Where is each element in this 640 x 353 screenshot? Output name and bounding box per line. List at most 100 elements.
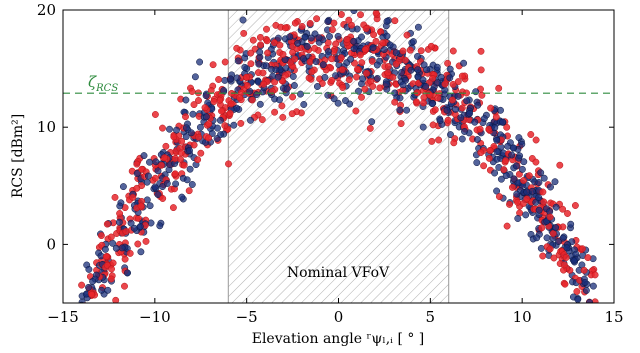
scatter-point <box>330 19 338 27</box>
scatter-point <box>221 58 229 66</box>
scatter-point <box>399 81 407 89</box>
scatter-point <box>126 249 134 257</box>
scatter-point <box>461 128 468 135</box>
scatter-point <box>350 37 358 45</box>
scatter-point <box>458 72 466 80</box>
scatter-point <box>373 61 381 69</box>
scatter-point <box>279 113 287 121</box>
scatter-point <box>91 327 97 333</box>
scatter-point <box>291 19 299 27</box>
scatter-point <box>419 76 427 84</box>
scatter-point <box>89 317 95 323</box>
scatter-point <box>171 170 179 178</box>
scatter-point <box>414 66 422 74</box>
x-tick-label: −10 <box>139 308 171 326</box>
scatter-point <box>115 218 123 226</box>
scatter-point <box>225 160 232 168</box>
scatter-point <box>177 155 184 163</box>
scatter-point <box>308 68 316 76</box>
scatter-point <box>487 104 495 112</box>
scatter-point <box>111 193 119 201</box>
scatter-point <box>157 161 165 169</box>
scatter-point <box>473 159 481 167</box>
scatter-point <box>358 59 366 67</box>
scatter-point <box>108 265 115 273</box>
scatter-point <box>446 65 454 73</box>
scatter-point <box>274 73 282 81</box>
scatter-point <box>166 125 173 133</box>
scatter-point <box>107 233 115 241</box>
scatter-point <box>538 224 546 232</box>
region-label: Nominal VFoV <box>287 265 390 281</box>
scatter-point <box>508 183 516 191</box>
scatter-point <box>514 198 522 206</box>
scatter-point <box>134 240 142 248</box>
x-axis-label: Elevation angle ʳψₗ,ᵢ [ ° ] <box>252 331 425 347</box>
scatter-point <box>116 202 124 210</box>
scatter-point <box>272 66 280 74</box>
scatter-point <box>279 50 287 58</box>
scatter-point <box>452 105 459 113</box>
scatter-point <box>582 287 590 294</box>
scatter-point <box>383 32 391 40</box>
scatter-point <box>259 69 267 77</box>
scatter-point <box>315 34 323 42</box>
scatter-point <box>294 39 302 47</box>
scatter-point <box>363 69 371 77</box>
y-axis-label: RCS [dBm²] <box>10 114 26 198</box>
scatter-point <box>182 113 189 121</box>
scatter-point <box>191 73 199 81</box>
scatter-point <box>159 124 166 132</box>
scatter-point <box>276 41 284 49</box>
scatter-point <box>116 210 124 217</box>
scatter-point <box>202 92 210 100</box>
scatter-point <box>95 312 101 318</box>
scatter-point <box>372 37 380 45</box>
scatter-point <box>433 63 441 71</box>
scatter-point <box>306 58 314 66</box>
scatter-point <box>86 314 92 320</box>
scatter-point <box>262 62 270 70</box>
scatter-point <box>523 188 531 196</box>
scatter-point <box>444 116 452 124</box>
scatter-point <box>546 245 554 253</box>
scatter-point <box>446 74 454 82</box>
scatter-point <box>311 44 319 52</box>
scatter-point <box>154 167 162 175</box>
scatter-point <box>539 188 547 196</box>
scatter-point <box>403 106 411 114</box>
scatter-point <box>144 172 152 180</box>
scatter-point <box>477 47 485 55</box>
scatter-point <box>403 31 411 39</box>
scatter-point <box>163 180 171 187</box>
scatter-point <box>574 296 582 303</box>
scatter-point <box>502 157 510 165</box>
scatter-point <box>328 76 336 84</box>
scatter-point <box>80 310 86 316</box>
scatter-point <box>412 98 420 106</box>
scatter-point <box>523 195 531 203</box>
scatter-point <box>104 286 112 294</box>
scatter-point <box>85 283 92 291</box>
scatter-point <box>397 0 403 4</box>
scatter-point <box>485 154 493 162</box>
scatter-point <box>362 25 370 33</box>
scatter-point <box>549 230 557 237</box>
scatter-point <box>581 279 589 286</box>
scatter-point <box>291 55 299 63</box>
scatter-point <box>570 257 578 265</box>
scatter-point <box>409 38 417 46</box>
scatter-point <box>196 58 204 66</box>
scatter-point <box>477 149 485 157</box>
scatter-point <box>515 134 523 142</box>
scatter-point <box>233 74 241 82</box>
scatter-point <box>353 73 360 81</box>
scatter-point <box>276 96 283 104</box>
scatter-point <box>177 149 185 157</box>
scatter-point <box>590 317 596 323</box>
scatter-point <box>307 34 315 42</box>
scatter-point <box>133 170 141 177</box>
scatter-point <box>146 202 154 210</box>
scatter-point <box>234 57 242 65</box>
scatter-point <box>493 155 501 163</box>
